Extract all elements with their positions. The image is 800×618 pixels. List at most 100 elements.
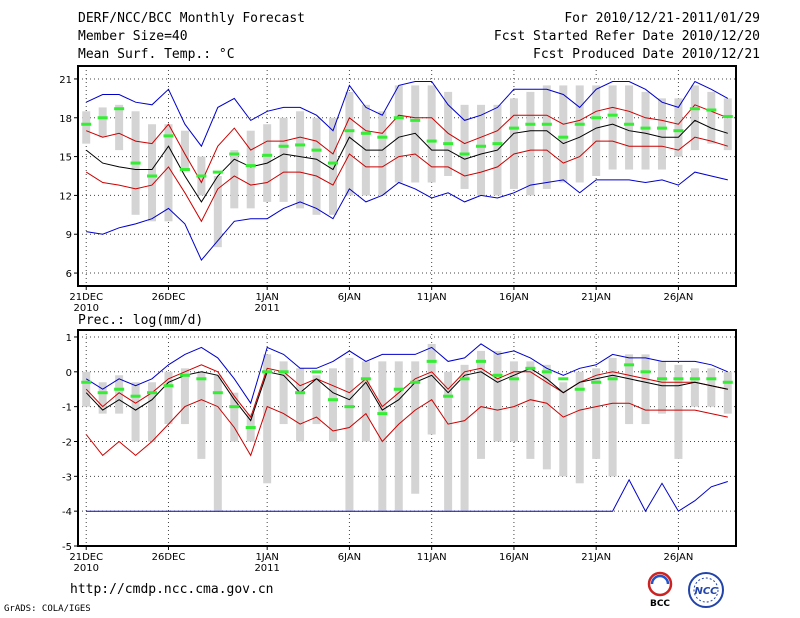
ensemble-box xyxy=(361,361,370,442)
x-tick-label: 16JAN xyxy=(499,552,529,563)
y-tick-label: 15 xyxy=(59,153,72,164)
ensemble-box xyxy=(213,176,222,248)
climatology-marker xyxy=(295,143,306,147)
ensemble-box xyxy=(345,91,354,196)
climatology-marker xyxy=(311,148,322,152)
y-tick-label: 12 xyxy=(59,191,72,202)
ensemble-box xyxy=(559,85,568,183)
climatology-marker xyxy=(360,131,371,135)
climatology-marker xyxy=(377,135,388,139)
x-tick-label: 1JAN xyxy=(255,292,278,303)
source-url: http://cmdp.ncc.cma.gov.cn xyxy=(70,582,274,597)
climatology-marker xyxy=(229,152,240,156)
ensemble-box xyxy=(279,361,288,425)
bcc-logo-text: BCC xyxy=(650,599,670,609)
climatology-marker xyxy=(229,405,240,409)
ensemble-box xyxy=(477,350,486,459)
ensemble-box xyxy=(98,107,107,138)
climatology-marker xyxy=(212,391,223,395)
ensemble-box xyxy=(312,117,321,215)
climatology-marker xyxy=(311,370,322,374)
y-tick-label: -3 xyxy=(62,472,72,483)
x-tick-label: 21JAN xyxy=(581,292,611,303)
ensemble-box xyxy=(493,350,502,442)
x-tick-label: 21DEC xyxy=(69,292,103,303)
climatology-marker xyxy=(591,116,602,120)
ensemble-box xyxy=(411,361,420,494)
climatology-marker xyxy=(196,174,207,178)
ensemble-box xyxy=(197,371,206,459)
y-tick-label: -2 xyxy=(62,437,72,448)
y-tick-label: 6 xyxy=(66,269,72,280)
climatology-marker xyxy=(722,380,733,384)
climatology-marker xyxy=(574,387,585,391)
climatology-marker xyxy=(426,139,437,143)
ensemble-box xyxy=(641,354,650,425)
climatology-marker xyxy=(81,122,92,126)
ensemble-box xyxy=(246,130,255,209)
ncc-logo: NCC xyxy=(688,572,724,608)
logo-group: BCC NCC xyxy=(638,570,768,614)
climatology-marker xyxy=(245,426,256,430)
ensemble-box xyxy=(427,85,436,183)
climatology-marker xyxy=(245,164,256,168)
climatology-marker xyxy=(114,107,125,111)
climatology-marker xyxy=(179,168,190,172)
chart-title: DERF/NCC/BCC Monthly Forecast xyxy=(78,11,305,26)
ensemble-box xyxy=(542,364,551,470)
y-tick-label: 0 xyxy=(66,368,72,379)
climatology-marker xyxy=(196,377,207,381)
x-tick-label: 21JAN xyxy=(581,552,611,563)
climatology-marker xyxy=(541,370,552,374)
climatology-marker xyxy=(262,370,273,374)
y-tick-label: 1 xyxy=(66,333,72,344)
ensemble-box xyxy=(312,375,321,425)
climatology-marker xyxy=(377,412,388,416)
climatology-marker xyxy=(492,142,503,146)
series-ensemble_max xyxy=(85,80,729,148)
series-ensemble_mean xyxy=(85,119,728,203)
ensemble-box xyxy=(608,85,617,170)
series-ensemble_min xyxy=(86,478,728,513)
climatology-marker xyxy=(591,380,602,384)
y-tick-label: -5 xyxy=(62,542,72,553)
climatology-marker xyxy=(508,377,519,381)
ensemble-box xyxy=(394,85,403,183)
forecast-period: For 2010/12/21-2011/01/29 xyxy=(564,11,760,26)
ensemble-box xyxy=(115,104,124,151)
ensemble-box xyxy=(559,382,568,477)
x-tick-label: 1JAN xyxy=(255,552,278,563)
ensemble-box xyxy=(707,368,716,407)
climatology-marker xyxy=(97,116,108,120)
climatology-marker xyxy=(459,377,470,381)
ensemble-box xyxy=(296,368,305,442)
ensemble-box xyxy=(263,354,272,484)
climatology-marker xyxy=(163,134,174,138)
climatology-marker xyxy=(278,144,289,148)
forecast-start-date: Fcst Started Refer Date 2010/12/20 xyxy=(493,29,760,44)
y-tick-label: 21 xyxy=(59,75,72,86)
ensemble-box xyxy=(164,124,173,222)
grads-credit: GrADS: COLA/IGES xyxy=(4,604,91,614)
ensemble-box xyxy=(345,357,354,512)
climatology-marker xyxy=(508,126,519,130)
ensemble-box xyxy=(460,364,469,512)
ensemble-box xyxy=(279,117,288,202)
ensemble-box xyxy=(82,111,91,144)
climatology-marker xyxy=(443,394,454,398)
climatology-marker xyxy=(81,380,92,384)
climatology-marker xyxy=(393,387,404,391)
climatology-marker xyxy=(640,126,651,130)
y-tick-label: 9 xyxy=(66,230,72,241)
climatology-marker xyxy=(525,366,536,370)
climatology-marker xyxy=(426,359,437,363)
ensemble-box xyxy=(230,392,239,442)
x-tick-label: 6JAN xyxy=(338,292,361,303)
climatology-marker xyxy=(624,363,635,367)
ensemble-box xyxy=(427,343,436,435)
x-tick-label: 26JAN xyxy=(664,292,694,303)
climatology-marker xyxy=(262,153,273,157)
ensemble-box xyxy=(131,382,140,442)
ensemble-box xyxy=(707,91,716,144)
